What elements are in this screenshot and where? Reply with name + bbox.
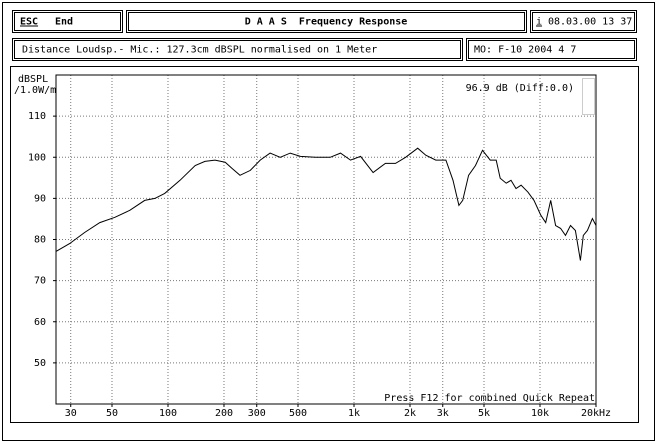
y-tick-label: 70 xyxy=(34,276,46,287)
esc-box-inner xyxy=(14,12,121,31)
x-tick-label: 50 xyxy=(106,408,118,419)
y-tick-label: 110 xyxy=(28,111,46,122)
chart-frame xyxy=(10,66,639,423)
x-tick-label: 20kHz xyxy=(581,408,611,419)
title-box-inner xyxy=(128,12,525,31)
x-tick-label: 1k xyxy=(348,408,360,419)
esc-key[interactable]: ESC xyxy=(20,17,38,28)
title-box xyxy=(126,10,527,33)
y-tick-label: 60 xyxy=(34,317,46,328)
scroll-indicator xyxy=(582,78,595,115)
mo-box xyxy=(466,38,637,61)
distance-info: Distance Loudsp.- Mic.: 127.3cm dBSPL no… xyxy=(22,45,377,56)
mo-box-inner xyxy=(468,40,635,59)
x-tick-label: 3k xyxy=(437,408,449,419)
annotation: 96.9 dB (Diff:0.0) xyxy=(466,83,574,94)
distance-box xyxy=(12,38,463,61)
esc-box[interactable] xyxy=(12,10,123,33)
datetime: 08.03.00 13 37 xyxy=(548,17,632,28)
y-tick-label: 50 xyxy=(34,358,46,369)
y-tick-label: 100 xyxy=(28,152,46,163)
chart: dBSPL /1.0W/m 96.9 dB (Diff:0.0) Press F… xyxy=(14,74,611,419)
x-tick-label: 300 xyxy=(248,408,266,419)
x-tick-label: 5k xyxy=(478,408,490,419)
date-box xyxy=(530,10,637,33)
y-axis-unit: /1.0W/m xyxy=(14,85,56,96)
x-tick-label: 2k xyxy=(404,408,416,419)
y-tick-label: 90 xyxy=(34,193,46,204)
esc-label: End xyxy=(55,17,73,28)
x-tick-label: 500 xyxy=(289,408,307,419)
plot-frame xyxy=(55,74,597,405)
x-tick-label: 10k xyxy=(531,408,549,419)
x-tick-label: 200 xyxy=(215,408,233,419)
distance-box-inner xyxy=(14,40,461,59)
title: D A A S Frequency Response xyxy=(245,17,408,28)
y-tick-label: 80 xyxy=(34,235,46,246)
x-tick-label: 100 xyxy=(159,408,177,419)
footnote: Press F12 for combined Quick Repeat xyxy=(384,393,595,404)
info-icon[interactable]: i xyxy=(536,17,542,28)
date-box-inner xyxy=(532,12,635,31)
mo-info: MO: F-10 2004 4 7 xyxy=(474,45,576,56)
response-line xyxy=(55,147,597,261)
y-axis-label: dBSPL xyxy=(18,74,48,85)
x-tick-label: 30 xyxy=(65,408,77,419)
